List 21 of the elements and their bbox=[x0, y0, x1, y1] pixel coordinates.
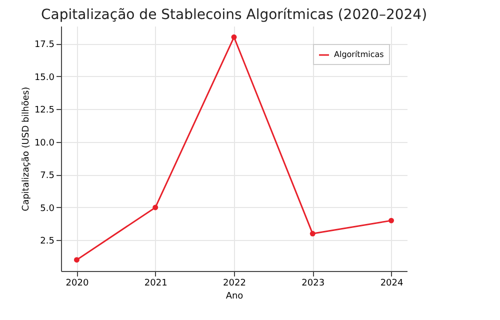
point bbox=[231, 34, 237, 40]
y-tick-label: 2.5 bbox=[40, 236, 54, 247]
point bbox=[388, 218, 394, 224]
x-tick-label: 2020 bbox=[66, 278, 89, 288]
point bbox=[152, 204, 158, 210]
point bbox=[310, 230, 316, 236]
point bbox=[74, 257, 80, 263]
y-tick-label: 10.0 bbox=[34, 138, 55, 148]
y-tick-label: 7.5 bbox=[40, 171, 54, 182]
x-tick-label: 2024 bbox=[380, 278, 404, 288]
y-tick-label: 5.0 bbox=[40, 204, 55, 214]
y-axis-title: Capitalização (USD bilhões) bbox=[21, 86, 32, 212]
x-axis-title: Ano bbox=[226, 292, 244, 302]
y-tick-label: 15.0 bbox=[34, 72, 55, 83]
x-tick-label: 2022 bbox=[223, 278, 246, 288]
y-tick-label: 17.5 bbox=[34, 40, 54, 50]
y-tick-label: 12.5 bbox=[34, 106, 54, 116]
x-tick-label: 2021 bbox=[144, 278, 168, 288]
legend-label: Algorítmicas bbox=[334, 50, 384, 59]
chart-title: Capitalização de Stablecoins Algorítmicas (2020–2024) bbox=[40, 7, 428, 23]
x-tick-label: 2023 bbox=[302, 278, 325, 288]
